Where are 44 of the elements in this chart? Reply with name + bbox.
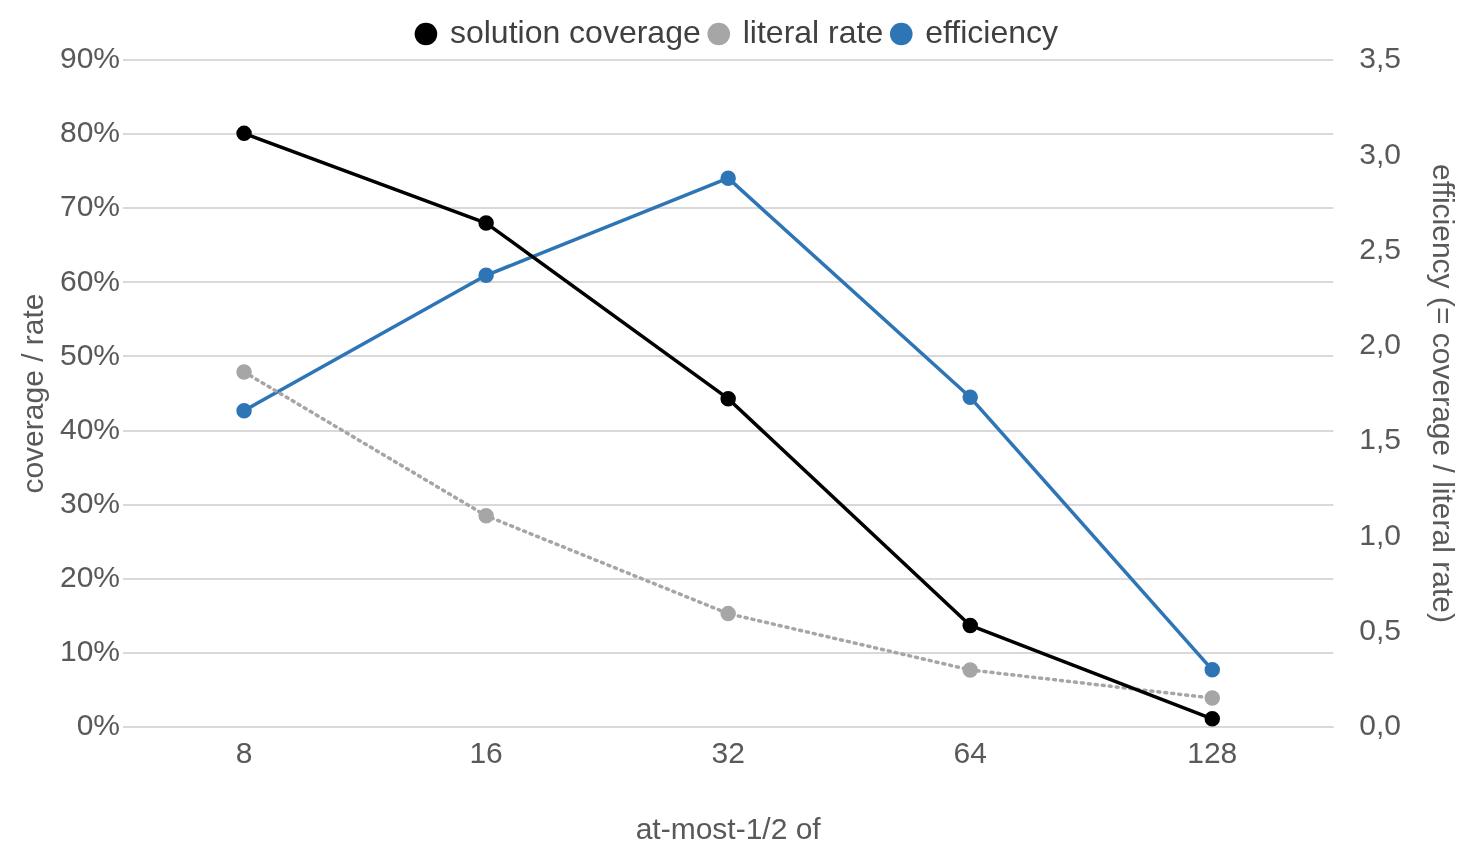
x-axis-title: at-most-1/2 of [635, 812, 822, 846]
point [962, 389, 978, 406]
y2-tick-label: 2,0 [1359, 327, 1402, 361]
y2-tick-label: 3,0 [1359, 136, 1402, 170]
point [478, 267, 494, 284]
y-tick-label: 70% [60, 189, 121, 223]
point [720, 390, 736, 407]
point [1204, 690, 1221, 706]
y2-axis-title: efficiency (= coverage / literal rate) [1426, 164, 1460, 623]
y-tick-label: 10% [60, 634, 121, 668]
legend-label: solution coverage [449, 13, 701, 50]
y-tick-label: 90% [60, 41, 121, 75]
point [1204, 662, 1221, 678]
legend-label: efficiency [925, 13, 1059, 50]
y2-tick-label: 0,5 [1359, 612, 1402, 646]
y-tick-label: 80% [60, 115, 121, 149]
point [236, 402, 252, 419]
point [478, 508, 494, 524]
x-tick-label: 64 [953, 736, 987, 770]
y2-tick-label: 1,0 [1359, 517, 1402, 551]
y-tick-label: 60% [60, 263, 121, 297]
point [478, 215, 494, 231]
point [962, 662, 978, 678]
point [720, 605, 736, 622]
y-axis-title: coverage / rate [16, 293, 50, 494]
point [962, 617, 978, 634]
point [236, 364, 252, 380]
x-tick-label: 8 [235, 736, 253, 770]
y-tick-label: 20% [60, 560, 121, 594]
y-tick-label: 0% [76, 708, 121, 742]
y2-tick-label: 3,5 [1359, 41, 1402, 75]
point [720, 170, 736, 186]
y-tick-label: 50% [60, 337, 121, 371]
y2-tick-label: 0,0 [1359, 708, 1402, 742]
x-tick-label: 32 [711, 736, 745, 770]
point [236, 125, 252, 142]
y2-tick-label: 2,5 [1359, 231, 1402, 265]
y2-tick-label: 1,5 [1359, 422, 1402, 456]
point [1204, 711, 1221, 727]
x-tick-label: 128 [1187, 736, 1238, 770]
x-tick-label: 16 [469, 736, 503, 770]
y-tick-label: 30% [60, 485, 121, 519]
legend-label: literal rate [742, 13, 884, 50]
y-tick-label: 40% [60, 411, 121, 445]
